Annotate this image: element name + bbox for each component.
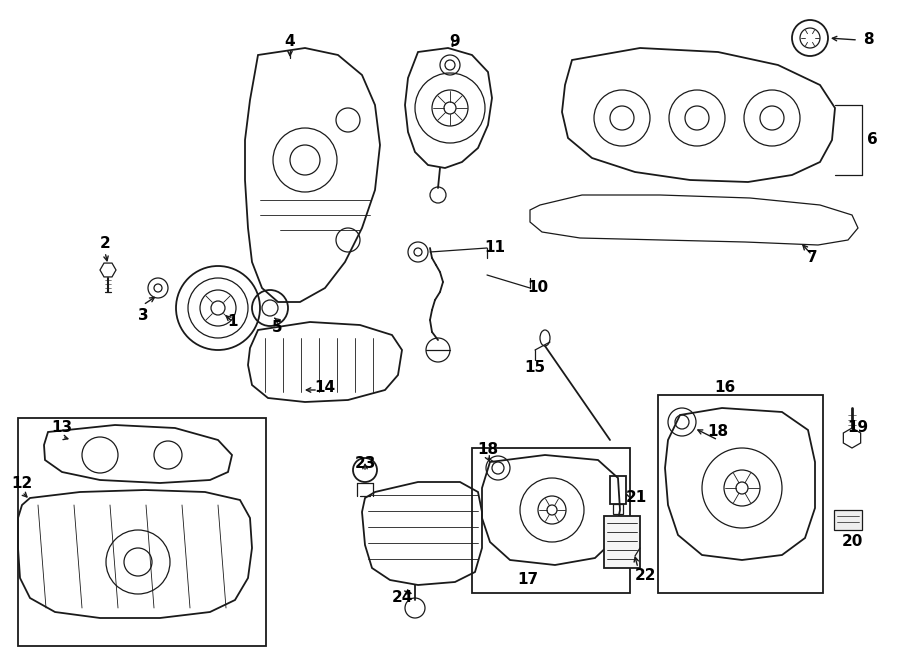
Text: 1: 1 — [228, 315, 238, 329]
Text: 24: 24 — [392, 590, 413, 605]
Text: 14: 14 — [314, 381, 336, 395]
Text: 19: 19 — [848, 420, 868, 436]
Bar — [610, 476, 626, 504]
Text: 12: 12 — [12, 477, 32, 492]
Text: 11: 11 — [484, 241, 506, 256]
Text: 8: 8 — [863, 32, 873, 48]
Text: 2: 2 — [100, 237, 111, 251]
Bar — [18, 418, 266, 646]
Text: 22: 22 — [634, 568, 656, 582]
Text: 10: 10 — [527, 280, 549, 295]
Text: 5: 5 — [272, 321, 283, 336]
Text: 9: 9 — [450, 34, 460, 50]
Text: 6: 6 — [867, 132, 877, 147]
Text: 3: 3 — [138, 307, 148, 323]
Text: 15: 15 — [525, 360, 545, 375]
Text: 18: 18 — [477, 442, 499, 457]
Text: 20: 20 — [842, 535, 863, 549]
Text: 7: 7 — [806, 251, 817, 266]
Bar — [613, 504, 623, 514]
Text: 21: 21 — [626, 490, 646, 506]
Bar — [604, 516, 640, 568]
Text: 23: 23 — [355, 457, 375, 471]
Bar — [658, 395, 823, 593]
Text: 17: 17 — [518, 572, 538, 588]
Text: 18: 18 — [707, 424, 729, 440]
Text: 13: 13 — [51, 420, 73, 436]
Bar — [834, 510, 862, 530]
Text: 16: 16 — [715, 381, 735, 395]
Text: 4: 4 — [284, 34, 295, 50]
Bar — [472, 448, 630, 593]
